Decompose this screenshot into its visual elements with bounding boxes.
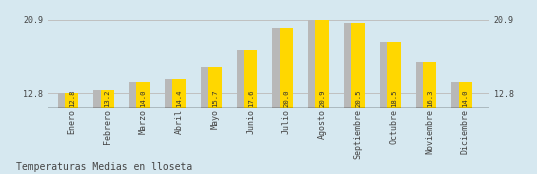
Bar <box>452 82 470 174</box>
Text: 14.0: 14.0 <box>462 89 468 106</box>
Bar <box>57 93 76 174</box>
Bar <box>423 62 437 174</box>
Bar <box>100 90 114 174</box>
Text: Temperaturas Medias en lloseta: Temperaturas Medias en lloseta <box>16 162 192 172</box>
Text: 20.5: 20.5 <box>355 89 361 106</box>
Text: 14.0: 14.0 <box>140 89 146 106</box>
Text: 17.6: 17.6 <box>248 89 253 106</box>
Bar <box>172 79 186 174</box>
Bar <box>244 50 257 174</box>
Text: 16.3: 16.3 <box>426 89 433 106</box>
Bar <box>93 90 112 174</box>
Bar <box>387 42 401 174</box>
Bar <box>308 20 327 174</box>
Bar <box>459 82 472 174</box>
Bar <box>129 82 148 174</box>
Bar <box>237 50 255 174</box>
Text: 14.4: 14.4 <box>176 89 182 106</box>
Text: 12.8: 12.8 <box>69 89 75 106</box>
Bar <box>416 62 434 174</box>
Bar <box>65 93 78 174</box>
Bar <box>315 20 329 174</box>
Text: 13.2: 13.2 <box>104 89 111 106</box>
Bar <box>344 23 362 174</box>
Text: 20.9: 20.9 <box>319 89 325 106</box>
Bar <box>380 42 398 174</box>
Bar <box>165 79 184 174</box>
Bar <box>280 28 293 174</box>
Bar <box>272 28 291 174</box>
Text: 20.0: 20.0 <box>284 89 289 106</box>
Text: 15.7: 15.7 <box>212 89 218 106</box>
Bar <box>208 67 222 174</box>
Bar <box>136 82 150 174</box>
Bar <box>351 23 365 174</box>
Text: 18.5: 18.5 <box>391 89 397 106</box>
Bar <box>201 67 220 174</box>
